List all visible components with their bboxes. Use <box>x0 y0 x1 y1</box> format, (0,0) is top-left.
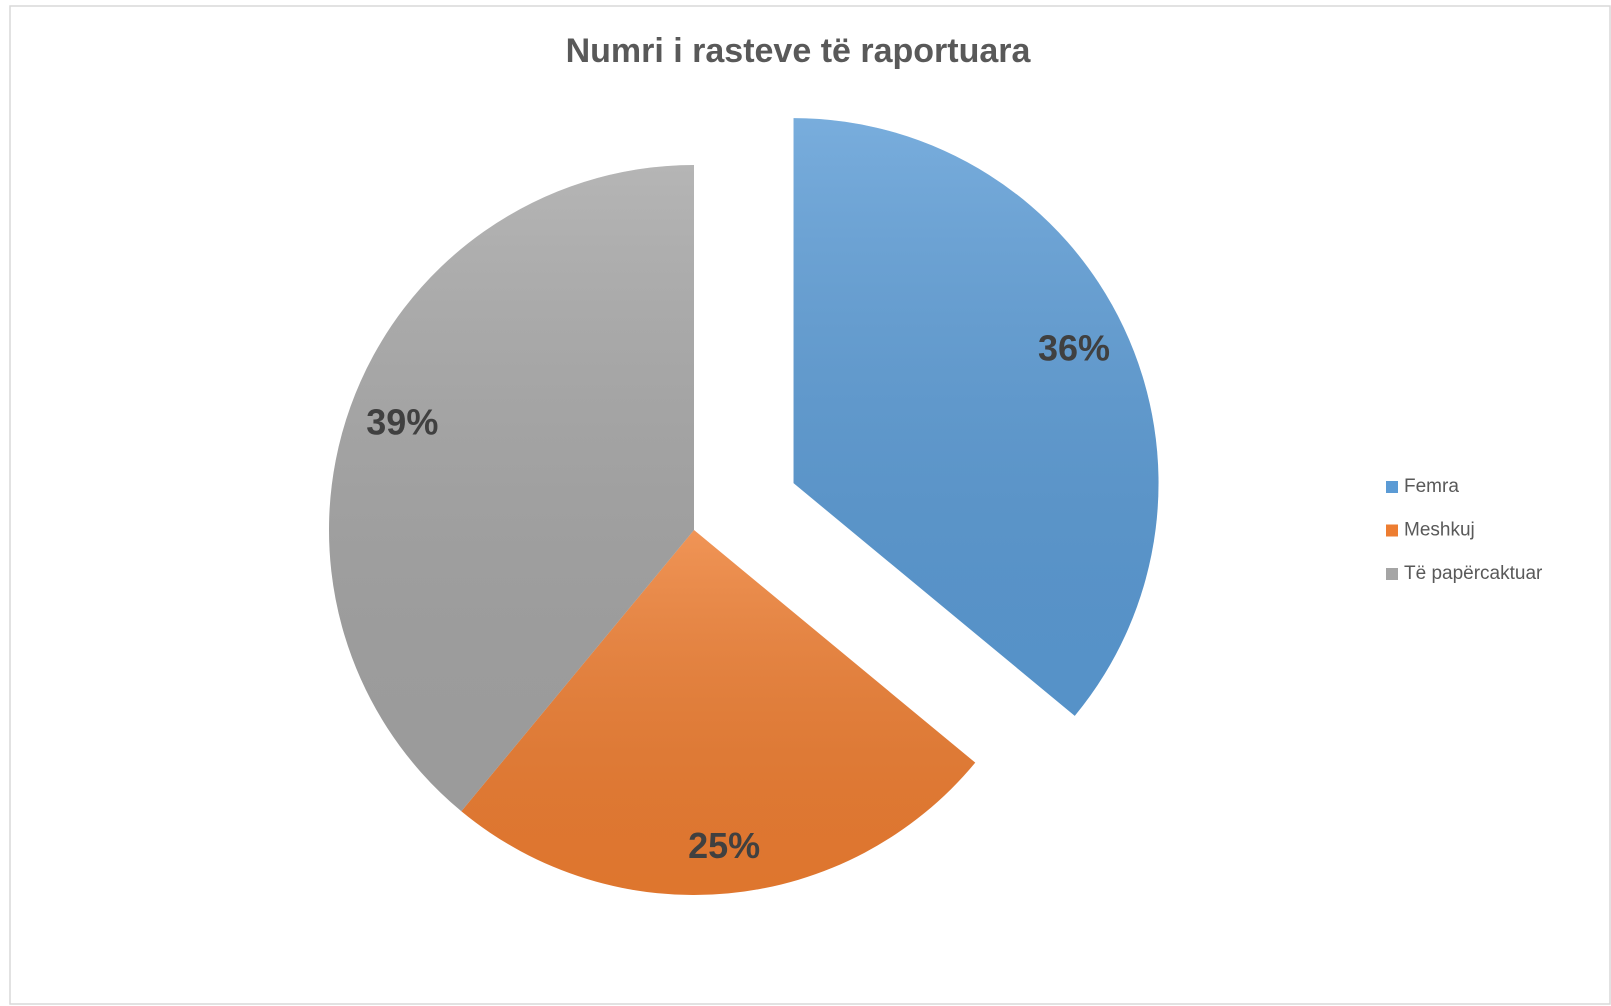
legend-label: Të papërcaktuar <box>1404 563 1543 584</box>
legend-swatch <box>1386 481 1398 493</box>
data-label: 25% <box>688 825 760 866</box>
legend-label: Meshkuj <box>1404 520 1475 541</box>
legend-label: Femra <box>1404 476 1459 497</box>
slice-shade <box>793 118 1159 716</box>
slice-shade <box>461 530 976 895</box>
chart-title: Numri i rasteve të raportuara <box>566 32 1032 70</box>
slice-shade <box>329 164 694 812</box>
data-label: 36% <box>1038 328 1110 369</box>
data-label: 39% <box>366 402 438 443</box>
legend-swatch <box>1386 568 1398 580</box>
legend-swatch <box>1386 524 1398 537</box>
